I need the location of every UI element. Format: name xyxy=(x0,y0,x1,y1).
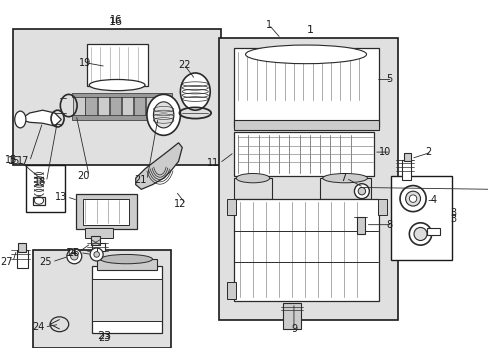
Circle shape xyxy=(408,195,416,202)
Bar xyxy=(234,199,378,301)
Text: 3: 3 xyxy=(450,208,456,217)
Bar xyxy=(426,228,439,235)
Text: 11: 11 xyxy=(207,158,219,168)
Bar xyxy=(158,94,169,117)
Text: 1: 1 xyxy=(306,25,314,35)
Bar xyxy=(91,236,100,245)
Bar xyxy=(17,250,28,269)
Text: 23: 23 xyxy=(97,331,111,341)
Text: 17: 17 xyxy=(17,156,30,166)
Text: 3: 3 xyxy=(450,214,456,224)
Text: 24: 24 xyxy=(32,322,44,332)
Circle shape xyxy=(413,228,426,240)
Text: 1: 1 xyxy=(265,19,271,30)
Text: 18: 18 xyxy=(34,177,46,187)
Ellipse shape xyxy=(153,102,174,128)
Text: 23: 23 xyxy=(98,333,110,343)
Bar xyxy=(234,132,373,176)
Bar xyxy=(19,243,26,252)
Bar xyxy=(85,228,113,238)
Text: 8: 8 xyxy=(386,220,392,230)
Bar xyxy=(109,94,121,117)
Text: 26: 26 xyxy=(67,248,80,258)
Circle shape xyxy=(354,184,368,199)
Circle shape xyxy=(67,249,81,264)
Text: 25: 25 xyxy=(40,257,52,267)
Circle shape xyxy=(94,252,99,257)
Circle shape xyxy=(408,223,431,245)
Text: 10: 10 xyxy=(378,147,390,157)
Bar xyxy=(85,94,97,117)
Text: 20: 20 xyxy=(77,171,89,181)
Text: 15: 15 xyxy=(5,154,17,165)
Bar xyxy=(98,94,108,117)
Bar xyxy=(71,115,172,120)
Text: 13: 13 xyxy=(55,192,67,202)
Bar xyxy=(87,44,147,86)
Bar xyxy=(390,176,451,260)
Circle shape xyxy=(70,253,78,260)
Polygon shape xyxy=(20,110,61,126)
Bar xyxy=(403,153,410,161)
Ellipse shape xyxy=(236,174,269,183)
Text: 22: 22 xyxy=(178,60,190,69)
Circle shape xyxy=(357,188,365,195)
Text: 19: 19 xyxy=(79,58,91,68)
Text: 2: 2 xyxy=(425,147,431,157)
Bar xyxy=(33,197,44,205)
Bar xyxy=(33,250,171,347)
Bar xyxy=(282,303,301,329)
Bar xyxy=(92,243,105,251)
Bar xyxy=(226,282,236,299)
Bar xyxy=(319,178,370,199)
Text: 5: 5 xyxy=(386,75,392,85)
Text: 9: 9 xyxy=(290,324,296,334)
Ellipse shape xyxy=(89,80,145,91)
Bar xyxy=(134,94,145,117)
Ellipse shape xyxy=(100,255,152,264)
Circle shape xyxy=(399,186,425,212)
Ellipse shape xyxy=(180,73,210,110)
Circle shape xyxy=(405,191,420,206)
Text: 27: 27 xyxy=(0,257,13,267)
Bar xyxy=(377,199,386,215)
Bar xyxy=(92,266,162,333)
Text: 12: 12 xyxy=(173,199,185,209)
Text: 4: 4 xyxy=(429,195,435,206)
Bar xyxy=(234,48,378,127)
Bar xyxy=(146,94,157,117)
Bar xyxy=(92,279,162,320)
Text: 16: 16 xyxy=(110,15,122,25)
Bar xyxy=(82,199,129,225)
Bar xyxy=(234,178,271,199)
Circle shape xyxy=(90,248,103,261)
Bar xyxy=(122,94,133,117)
Text: 14: 14 xyxy=(66,248,78,258)
Bar xyxy=(71,93,172,97)
Bar xyxy=(26,165,65,212)
Bar xyxy=(76,194,136,229)
Ellipse shape xyxy=(15,111,26,128)
Bar xyxy=(401,159,410,180)
Bar xyxy=(226,199,236,215)
Bar xyxy=(73,94,84,117)
Text: 21: 21 xyxy=(134,175,146,185)
Polygon shape xyxy=(136,143,182,189)
Bar xyxy=(234,121,378,130)
Bar xyxy=(13,29,221,165)
Bar xyxy=(97,259,157,270)
Text: 16: 16 xyxy=(109,17,123,27)
Bar xyxy=(219,37,397,320)
Text: 7: 7 xyxy=(339,173,346,183)
Ellipse shape xyxy=(322,174,366,183)
Text: 15: 15 xyxy=(8,156,20,166)
Ellipse shape xyxy=(245,45,366,64)
Ellipse shape xyxy=(146,94,180,135)
Bar xyxy=(357,217,364,234)
